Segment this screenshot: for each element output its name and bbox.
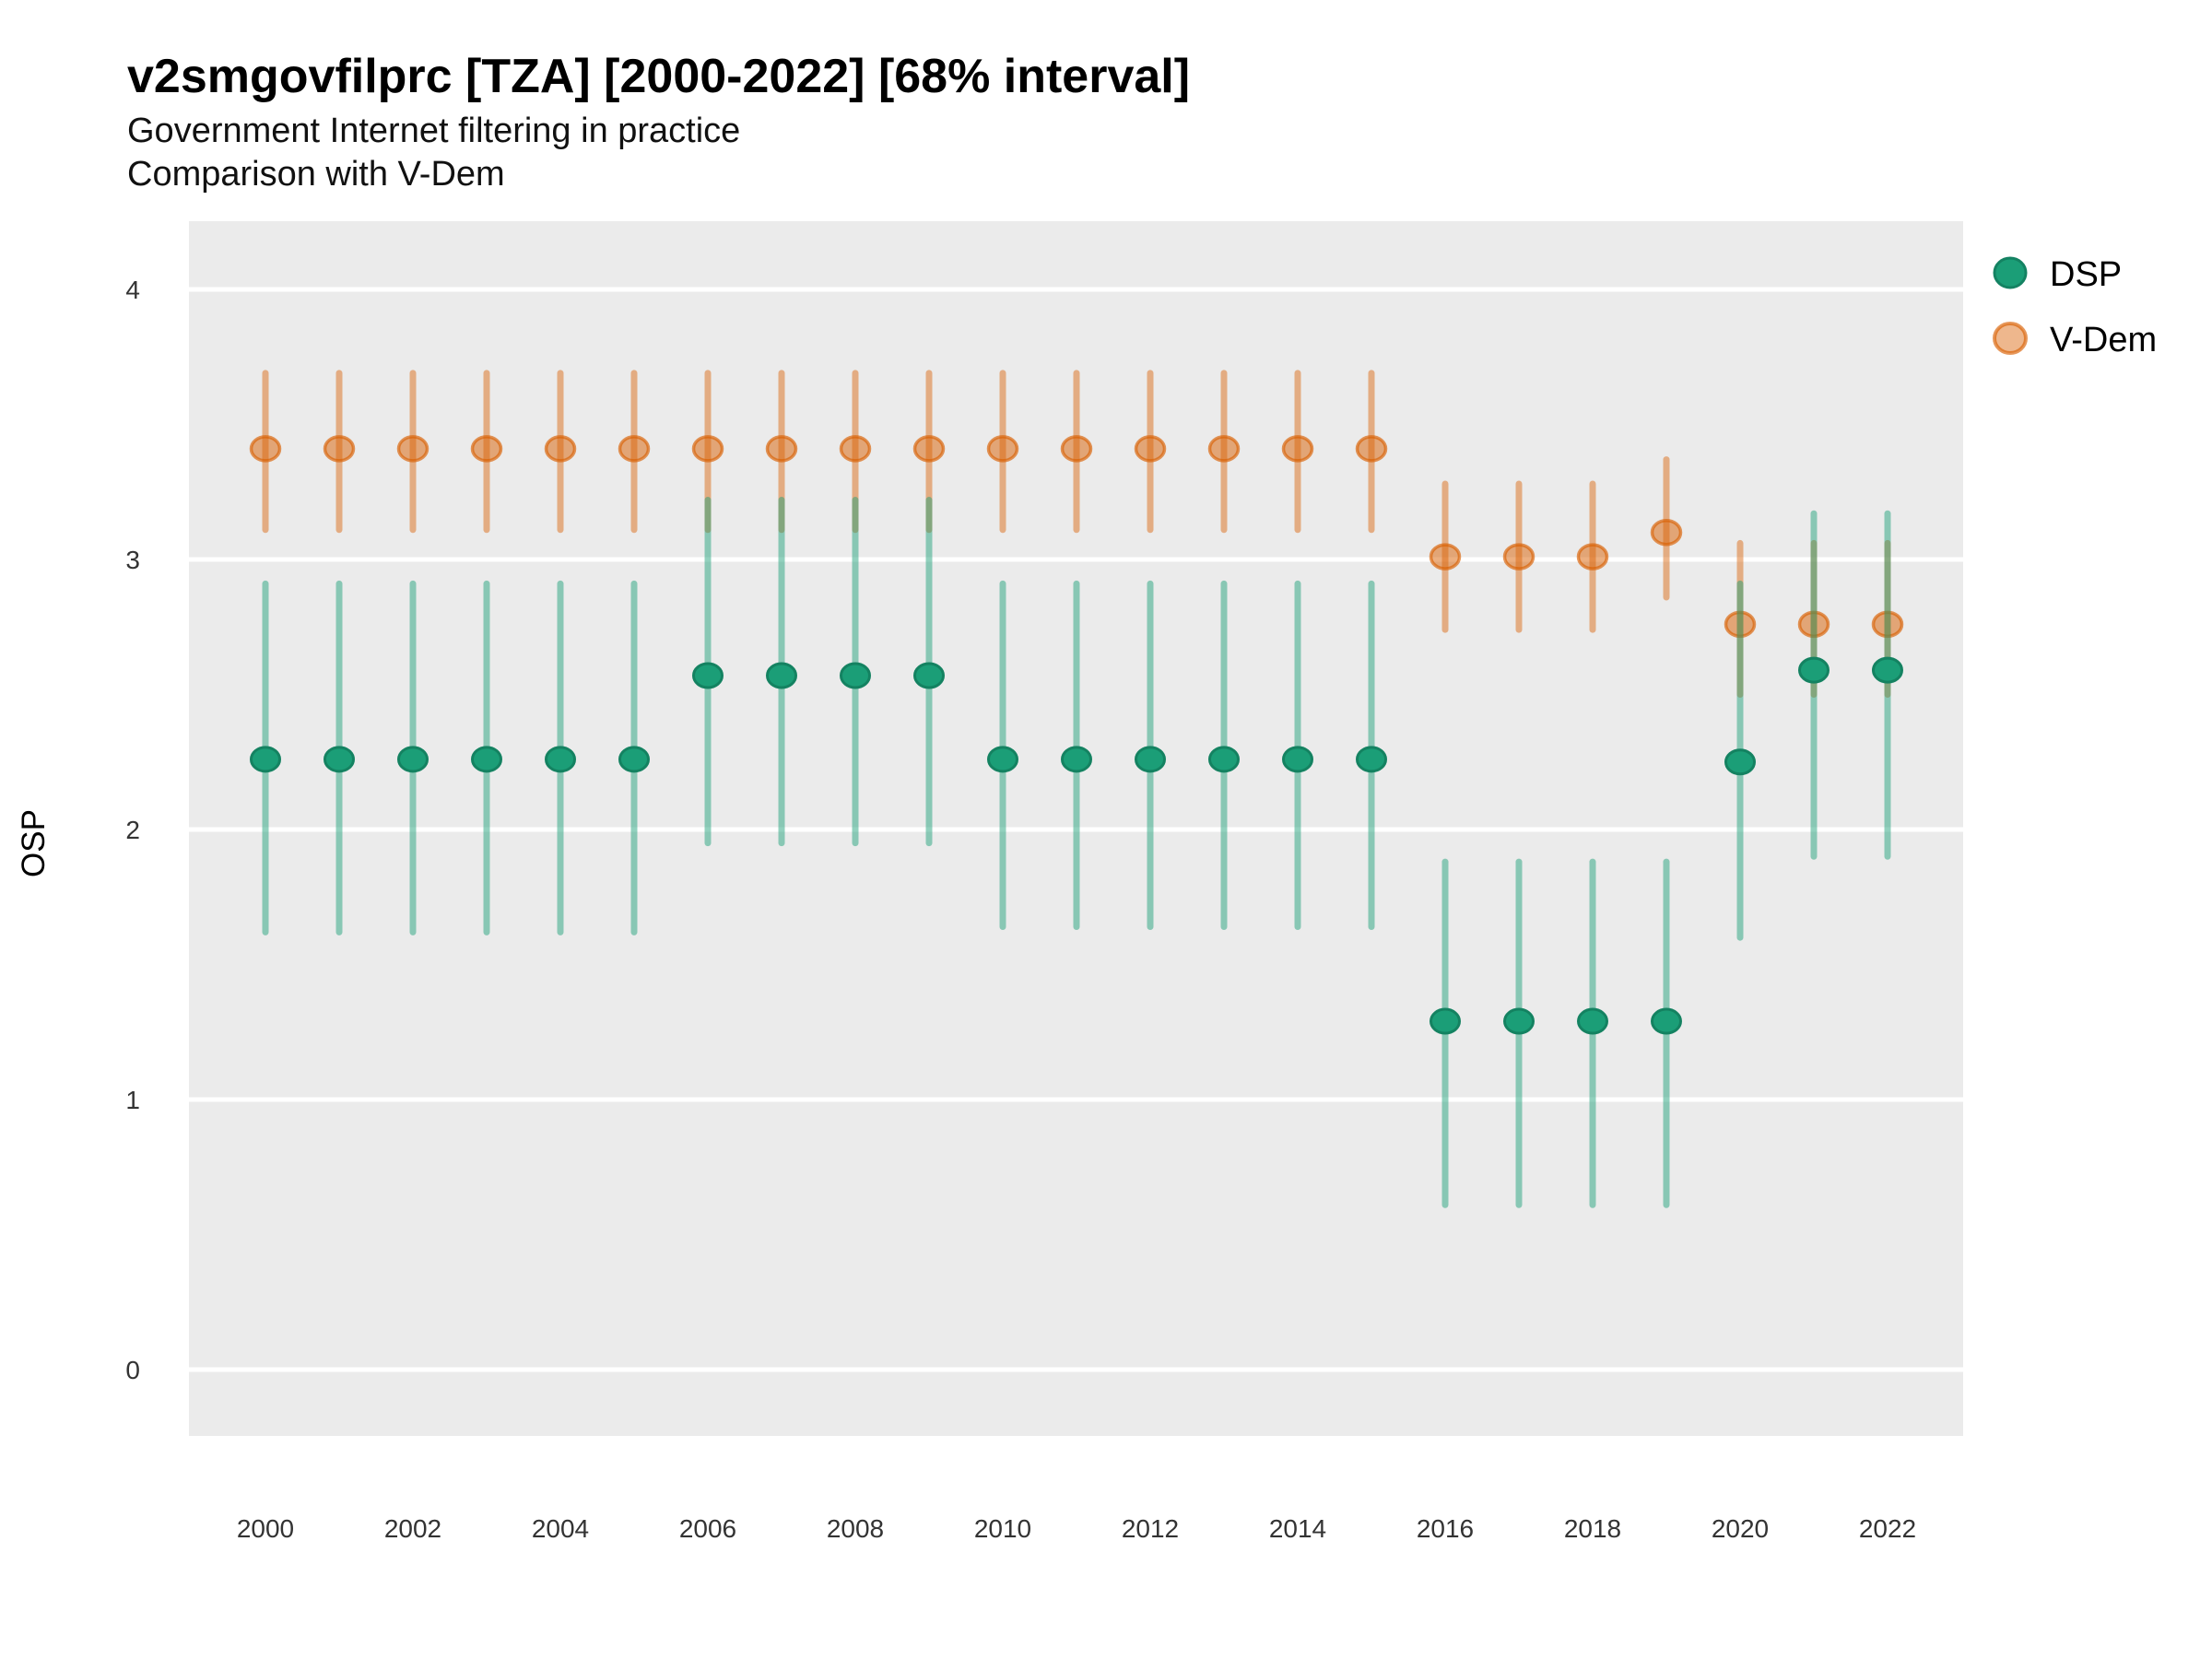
point-vdem-2004 bbox=[544, 435, 577, 463]
chart-title: v2smgovfilprc [TZA] [2000-2022] [68% int… bbox=[127, 50, 1190, 103]
point-dsp-2017 bbox=[1503, 1007, 1535, 1035]
point-dsp-2000 bbox=[250, 746, 281, 773]
x-tick-label-2002: 2002 bbox=[384, 1514, 441, 1543]
series-vdem bbox=[249, 370, 1904, 698]
point-vdem-2014 bbox=[1281, 435, 1314, 463]
x-tick-label-2006: 2006 bbox=[679, 1514, 736, 1543]
point-vdem-2002 bbox=[396, 435, 429, 463]
point-vdem-2015 bbox=[1355, 435, 1388, 463]
point-vdem-2011 bbox=[1060, 435, 1093, 463]
legend-swatch-dsp-icon bbox=[1993, 256, 2028, 289]
point-dsp-2022 bbox=[1872, 656, 1903, 684]
point-vdem-2007 bbox=[765, 435, 798, 463]
x-tick-label-2014: 2014 bbox=[1269, 1514, 1326, 1543]
point-vdem-2020 bbox=[1724, 610, 1757, 639]
x-tick-label-2022: 2022 bbox=[1859, 1514, 1916, 1543]
point-vdem-2016 bbox=[1429, 543, 1462, 571]
point-dsp-2009 bbox=[913, 662, 945, 689]
x-tick-label-2008: 2008 bbox=[827, 1514, 884, 1543]
y-tick-label-1: 1 bbox=[125, 1086, 140, 1114]
point-dsp-2004 bbox=[545, 746, 576, 773]
x-axis-tick-labels: 2000 2002 2004 2006 2008 2010 2012 2014 2016 2018… bbox=[237, 1514, 1916, 1543]
point-vdem-2021 bbox=[1797, 610, 1830, 639]
point-vdem-2009 bbox=[912, 435, 946, 463]
legend-label-vdem: V-Dem bbox=[2050, 321, 2157, 359]
point-vdem-2008 bbox=[839, 435, 872, 463]
y-tick-label-0: 0 bbox=[125, 1356, 140, 1384]
point-vdem-2003 bbox=[470, 435, 503, 463]
point-vdem-2022 bbox=[1871, 610, 1904, 639]
point-dsp-2012 bbox=[1135, 746, 1166, 773]
series-marks-group bbox=[249, 370, 1904, 1208]
point-vdem-2013 bbox=[1207, 435, 1241, 463]
point-dsp-2011 bbox=[1061, 746, 1092, 773]
x-tick-label-2020: 2020 bbox=[1712, 1514, 1769, 1543]
point-vdem-2005 bbox=[618, 435, 651, 463]
gridlines-group bbox=[189, 287, 1963, 1372]
point-dsp-2010 bbox=[987, 746, 1018, 773]
point-dsp-2007 bbox=[766, 662, 797, 689]
y-axis-tick-labels: 0 1 2 3 4 bbox=[125, 276, 140, 1384]
legend-swatch-vdem-icon bbox=[1993, 322, 2028, 355]
point-dsp-2016 bbox=[1430, 1007, 1461, 1035]
y-tick-label-4: 4 bbox=[125, 276, 140, 304]
point-dsp-2015 bbox=[1356, 746, 1387, 773]
legend: DSP V-Dem bbox=[1993, 255, 2157, 359]
point-vdem-2018 bbox=[1576, 543, 1609, 571]
point-vdem-2006 bbox=[691, 435, 724, 463]
x-tick-label-2012: 2012 bbox=[1122, 1514, 1179, 1543]
point-dsp-2020 bbox=[1724, 748, 1756, 776]
y-tick-label-2: 2 bbox=[125, 816, 140, 844]
point-dsp-2021 bbox=[1798, 656, 1830, 684]
point-vdem-2010 bbox=[986, 435, 1019, 463]
legend-item-dsp: DSP bbox=[1993, 255, 2122, 294]
point-dsp-2002 bbox=[397, 746, 429, 773]
point-vdem-2019 bbox=[1650, 518, 1683, 547]
y-tick-label-3: 3 bbox=[125, 546, 140, 574]
point-dsp-2001 bbox=[324, 746, 355, 773]
legend-item-vdem: V-Dem bbox=[1993, 321, 2157, 359]
point-dsp-2008 bbox=[840, 662, 871, 689]
y-axis-title: OSP bbox=[16, 809, 52, 877]
x-tick-label-2000: 2000 bbox=[237, 1514, 294, 1543]
chart-subtitle-line1: Government Internet filtering in practic… bbox=[127, 112, 740, 150]
point-vdem-2001 bbox=[323, 435, 356, 463]
x-tick-label-2018: 2018 bbox=[1564, 1514, 1621, 1543]
point-vdem-2017 bbox=[1502, 543, 1535, 571]
point-dsp-2019 bbox=[1651, 1007, 1682, 1035]
point-dsp-2006 bbox=[692, 662, 724, 689]
point-dsp-2013 bbox=[1208, 746, 1240, 773]
point-vdem-2012 bbox=[1134, 435, 1167, 463]
x-tick-label-2010: 2010 bbox=[974, 1514, 1031, 1543]
series-dsp bbox=[250, 497, 1903, 1208]
chart-subtitle-line2: Comparison with V-Dem bbox=[127, 155, 505, 194]
point-vdem-2000 bbox=[249, 435, 282, 463]
point-dsp-2003 bbox=[471, 746, 502, 773]
x-tick-label-2016: 2016 bbox=[1417, 1514, 1474, 1543]
point-dsp-2018 bbox=[1577, 1007, 1608, 1035]
legend-label-dsp: DSP bbox=[2050, 255, 2122, 294]
point-dsp-2005 bbox=[618, 746, 650, 773]
x-tick-label-2004: 2004 bbox=[532, 1514, 589, 1543]
point-dsp-2014 bbox=[1282, 746, 1313, 773]
